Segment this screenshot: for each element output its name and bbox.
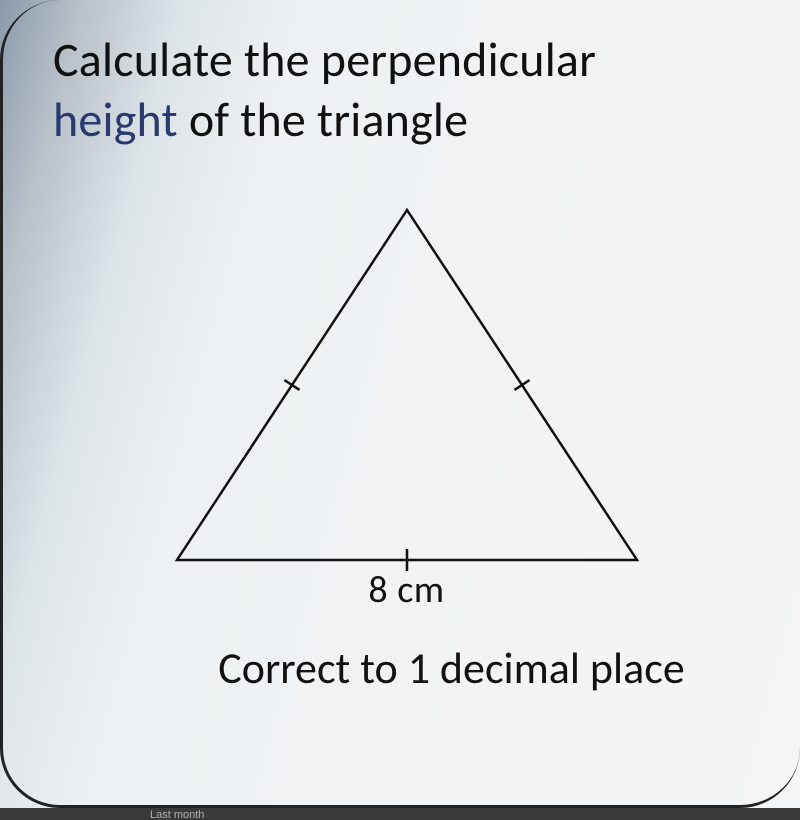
triangle-svg bbox=[137, 185, 677, 605]
question-line2-rest: of the triangle bbox=[178, 90, 468, 149]
taskbar-date: Last month bbox=[150, 809, 204, 820]
question-line1: Calculate the perpendicular bbox=[53, 30, 596, 89]
question-text: Calculate the perpendicular height of th… bbox=[53, 30, 760, 150]
triangle-diagram bbox=[53, 185, 760, 605]
footer-instruction: Correct to 1 decimal place bbox=[53, 641, 760, 695]
question-card: Calculate the perpendicular height of th… bbox=[0, 0, 800, 808]
question-word-height: height bbox=[53, 90, 178, 149]
tick-right bbox=[514, 380, 529, 390]
triangle-path bbox=[177, 210, 637, 560]
tick-left bbox=[284, 380, 299, 390]
taskbar-strip: Last month bbox=[0, 808, 800, 820]
